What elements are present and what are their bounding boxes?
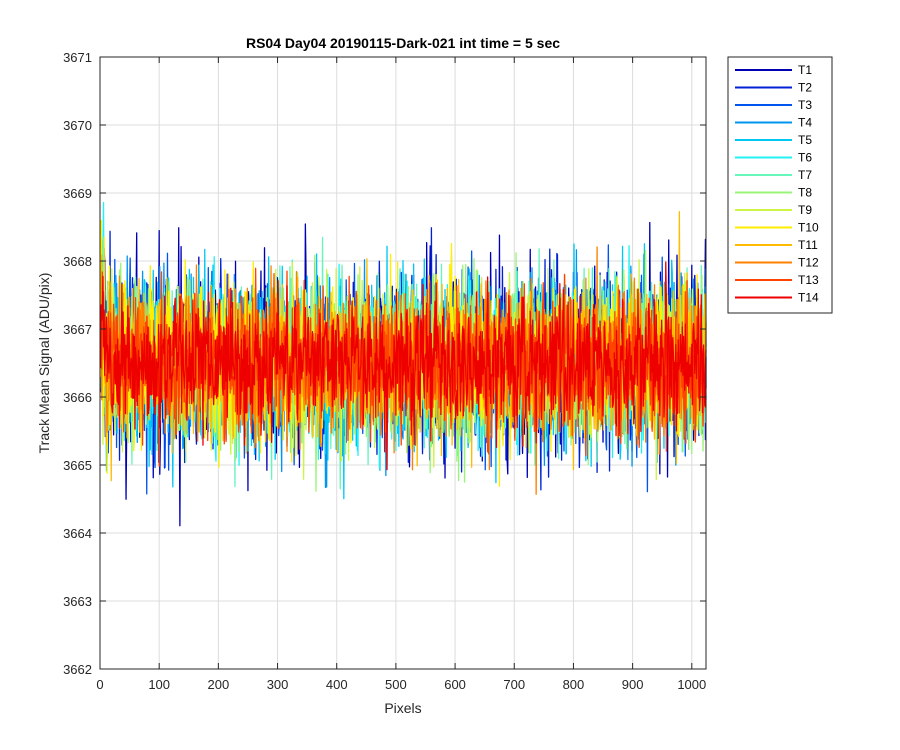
- x-tick-label: 300: [267, 677, 289, 692]
- legend-label-t8: T8: [798, 186, 812, 200]
- legend-label-t7: T7: [798, 168, 812, 182]
- legend-label-t10: T10: [798, 221, 819, 235]
- legend-box: [727, 56, 833, 314]
- legend-label-t4: T4: [798, 116, 812, 130]
- x-axis-label: Pixels: [384, 700, 421, 716]
- series-line-t14: [99, 261, 707, 471]
- x-tick-label: 900: [622, 677, 644, 692]
- y-tick-label: 3665: [63, 458, 92, 473]
- x-tick-label: 500: [385, 677, 407, 692]
- axes-box: [99, 56, 707, 670]
- y-tick-label: 3663: [63, 594, 92, 609]
- legend-label-t6: T6: [798, 151, 812, 165]
- legend-label-t9: T9: [798, 203, 812, 217]
- y-tick-label: 3667: [63, 322, 92, 337]
- x-tick-label: 400: [326, 677, 348, 692]
- y-axis-label: Track Mean Signal (ADU/pix): [36, 273, 52, 454]
- ticks: 0 100 200 300 400 500 600 700 800 900 1000 3662 3663…: [63, 50, 706, 692]
- y-tick-label: 3670: [63, 118, 92, 133]
- legend-label-t5: T5: [798, 133, 812, 147]
- series-layer: [99, 201, 707, 527]
- legend-label-t3: T3: [798, 98, 812, 112]
- x-tick-label: 600: [444, 677, 466, 692]
- y-tick-label: 3671: [63, 50, 92, 65]
- legend-label-t11: T11: [798, 238, 818, 252]
- x-tick-label: 0: [96, 677, 103, 692]
- legend-label-t2: T2: [798, 81, 812, 95]
- legend-label-t1: T1: [798, 63, 812, 77]
- legend-label-t13: T13: [798, 273, 819, 287]
- legend-label-t12: T12: [798, 256, 819, 270]
- chart-title: RS04 Day04 20190115-Dark-021 int time = …: [246, 35, 560, 51]
- x-tick-label: 100: [148, 677, 170, 692]
- y-tick-label: 3666: [63, 390, 92, 405]
- y-tick-label: 3662: [63, 662, 92, 677]
- y-tick-label: 3664: [63, 526, 92, 541]
- legend-label-t14: T14: [798, 291, 819, 305]
- x-tick-label: 200: [208, 677, 230, 692]
- legend: T1 T2 T3 T4 T5 T6 T7 T8 T9 T10 T11 T12 T13 T14: [727, 56, 833, 314]
- x-tick-label: 700: [503, 677, 525, 692]
- y-tick-label: 3669: [63, 186, 92, 201]
- y-tick-label: 3668: [63, 254, 92, 269]
- x-tick-label: 1000: [677, 677, 706, 692]
- x-tick-label: 800: [563, 677, 585, 692]
